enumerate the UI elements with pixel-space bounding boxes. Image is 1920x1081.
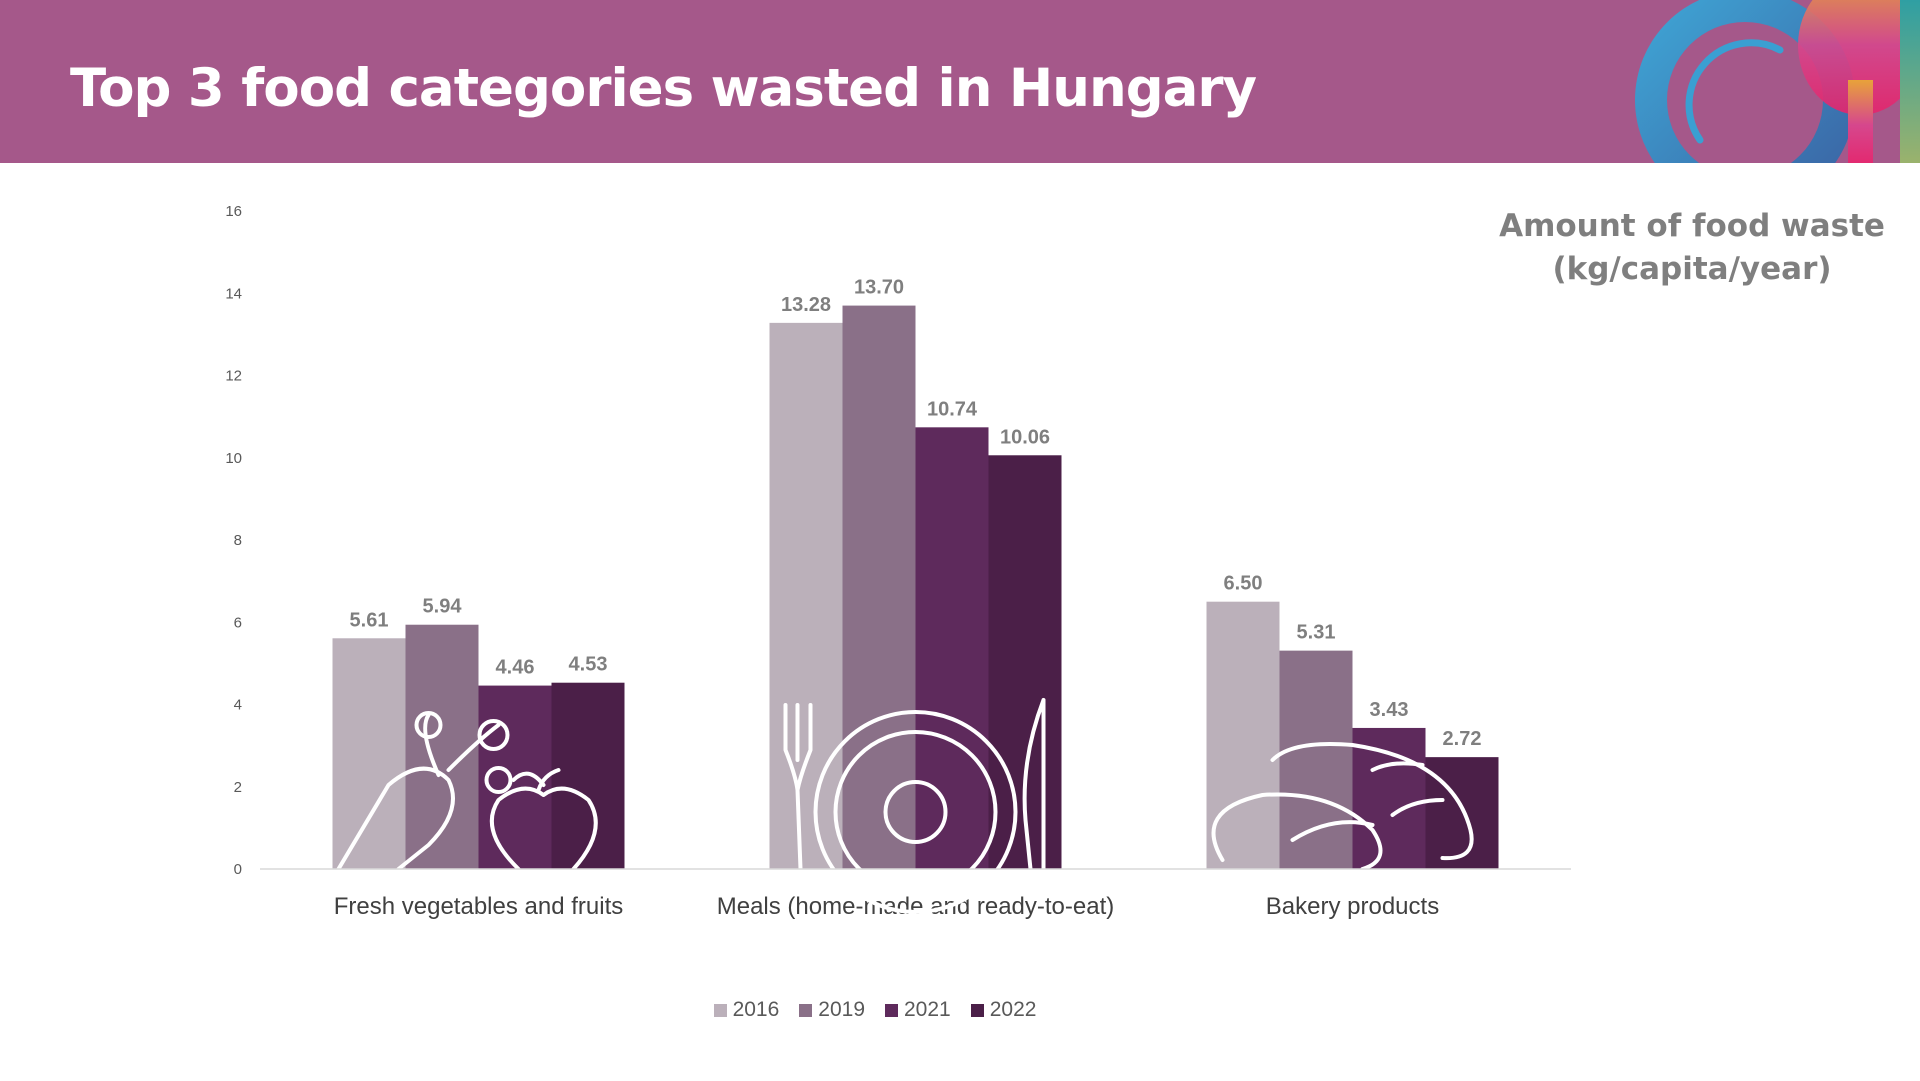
page-title: Top 3 food categories wasted in Hungary [70,58,1257,119]
legend-label: 2021 [904,998,951,1021]
legend-label: 2016 [732,998,780,1021]
y-tick-label: 2 [234,779,242,796]
y-tick-label: 6 [234,614,242,631]
bar-2021 [915,427,989,869]
legend-swatch [713,1003,727,1017]
y-axis-title: Amount of food waste (kg/capita/year) [1492,205,1892,291]
legend-label: 2022 [989,998,1037,1021]
data-label: 13.28 [781,294,831,316]
carrot-and-apple-icon [336,711,598,871]
data-label: 5.31 [1297,622,1336,644]
legend-item-2022: 2022 [970,998,1037,1022]
data-label: 13.70 [854,277,904,299]
bar-2019 [1279,650,1353,869]
bread-loaves-icon [1211,742,1474,871]
data-label: 2.72 [1443,728,1482,750]
y-tick-label: 4 [234,697,242,714]
header-banner: Top 3 food categories wasted in Hungary [0,0,1920,163]
fork-plate-knife-icon [783,698,1046,914]
y-tick-label: 8 [234,532,242,549]
y-tick-label: 12 [225,368,242,385]
data-label: 5.61 [350,609,389,631]
legend-swatch [885,1003,898,1017]
plate-and-cutlery-logo [1635,0,1920,163]
y-tick-label: 14 [225,285,242,302]
bar-2022 [551,682,625,869]
data-label: 3.43 [1370,699,1409,721]
bar-2016 [769,322,843,869]
x-category-label: Bakery products [1266,893,1439,920]
y-axis-title-line-1: Amount of food waste [1499,208,1885,244]
y-tick-label: 0 [234,861,242,878]
y-tick-label: 16 [225,203,242,220]
bar-2016 [1206,601,1280,869]
data-label: 5.94 [423,596,463,618]
legend-swatch [970,1003,984,1017]
bar-2022 [1425,757,1499,869]
legend-item-2019: 2019 [799,998,865,1022]
data-label: 10.06 [1000,426,1050,448]
legend-item-2016: 2016 [713,998,780,1022]
y-axis-title-line-2: (kg/capita/year) [1552,251,1832,287]
legend-label: 2019 [818,998,865,1021]
legend-swatch [799,1003,813,1017]
data-label: 10.74 [927,398,978,420]
bar-2016 [332,638,406,869]
legend: 2016 2019 2021 2022 [0,998,1835,1022]
bar-2019 [842,305,916,869]
legend-item-2021: 2021 [885,998,951,1022]
bar-2021 [1352,727,1426,869]
x-category-label: Meals (home-made and ready-to-eat) [717,893,1115,920]
data-label: 4.53 [569,654,608,676]
y-tick-label: 10 [225,450,242,467]
x-category-label: Fresh vegetables and fruits [334,893,624,920]
data-label: 6.50 [1224,573,1263,595]
data-label: 4.46 [496,657,535,679]
